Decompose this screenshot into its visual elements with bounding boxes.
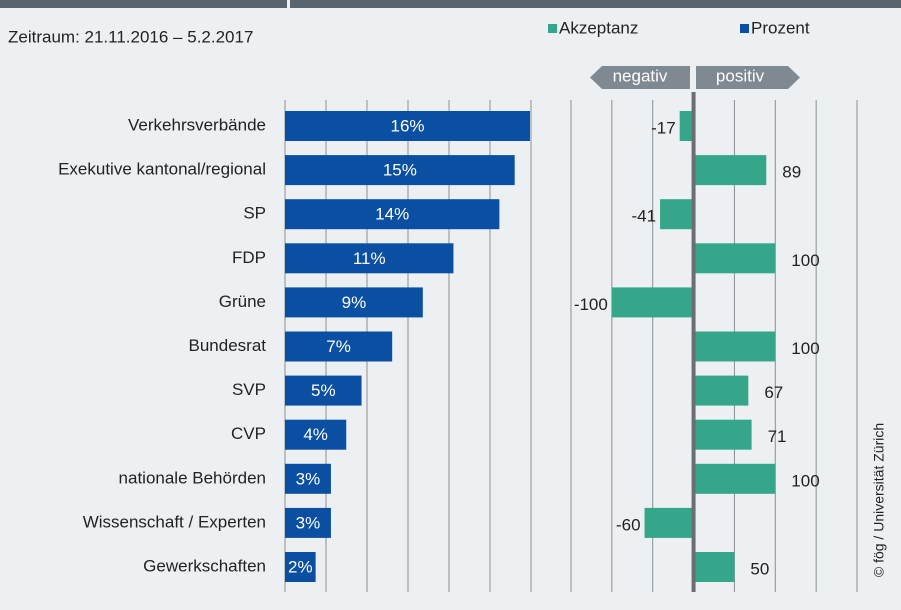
- category-label: SVP: [232, 380, 266, 399]
- value-label: -60: [616, 515, 641, 534]
- value-label: 3%: [296, 469, 321, 488]
- bar: [285, 419, 347, 450]
- bar: [693, 552, 735, 582]
- legend-label: Prozent: [751, 18, 810, 37]
- bar: [285, 287, 423, 318]
- positive-arrow: [696, 66, 800, 89]
- bar: [285, 552, 316, 582]
- bar: [693, 331, 776, 362]
- legend-swatch: [548, 24, 557, 33]
- bar: [285, 111, 530, 141]
- bar: [693, 155, 767, 186]
- category-label: Bundesrat: [189, 336, 267, 355]
- top-bar-notch: [287, 0, 290, 8]
- category-label: SP: [243, 204, 266, 223]
- category-label: Gewerkschaften: [143, 556, 266, 575]
- bar: [679, 111, 694, 141]
- value-label: 16%: [390, 116, 424, 135]
- value-label: 14%: [375, 205, 409, 224]
- category-label: Wissenschaft / Experten: [83, 512, 266, 531]
- subtitle: Zeitraum: 21.11.2016 – 5.2.2017: [8, 27, 253, 46]
- legend-label: Akzeptanz: [559, 18, 638, 37]
- bar: [285, 199, 500, 230]
- category-label: FDP: [232, 248, 266, 267]
- bar: [644, 507, 694, 538]
- category-label: Grüne: [219, 292, 266, 311]
- bar: [285, 155, 515, 186]
- value-label: 100: [791, 251, 819, 270]
- value-label: -17: [651, 118, 676, 137]
- category-label: Verkehrsverbände: [128, 115, 266, 134]
- category-label: nationale Behörden: [119, 468, 266, 487]
- value-label: 50: [750, 559, 769, 578]
- bar: [660, 199, 694, 230]
- positive-label: positiv: [716, 66, 765, 85]
- negative-arrow: [590, 66, 690, 89]
- value-label: 3%: [296, 513, 321, 532]
- bar: [285, 507, 331, 538]
- bar: [693, 419, 752, 450]
- legend-swatch: [740, 24, 749, 33]
- value-label: 100: [791, 471, 819, 490]
- value-label: 2%: [288, 557, 313, 576]
- bar: [285, 243, 454, 274]
- negative-label: negativ: [613, 66, 668, 85]
- value-label: 100: [791, 339, 819, 358]
- value-label: 89: [782, 163, 801, 182]
- value-label: -41: [631, 207, 656, 226]
- value-label: 15%: [383, 161, 417, 180]
- bar: [693, 463, 776, 494]
- credit: © fög / Universität Zürich: [871, 423, 887, 577]
- bar: [693, 243, 776, 274]
- value-label: 7%: [326, 337, 351, 356]
- value-label: 4%: [303, 425, 328, 444]
- bar: [285, 331, 393, 362]
- top-bar: [0, 0, 901, 8]
- category-label: Exekutive kantonal/regional: [58, 160, 266, 179]
- value-label: 5%: [311, 381, 336, 400]
- bar: [693, 375, 749, 406]
- value-label: 71: [768, 427, 787, 446]
- bar: [285, 375, 362, 406]
- value-label: 11%: [353, 249, 386, 268]
- category-label: CVP: [231, 424, 266, 443]
- value-label: 67: [764, 383, 783, 402]
- bar: [285, 463, 331, 494]
- value-label: -100: [574, 295, 608, 314]
- bar: [611, 287, 694, 318]
- value-label: 9%: [342, 293, 367, 312]
